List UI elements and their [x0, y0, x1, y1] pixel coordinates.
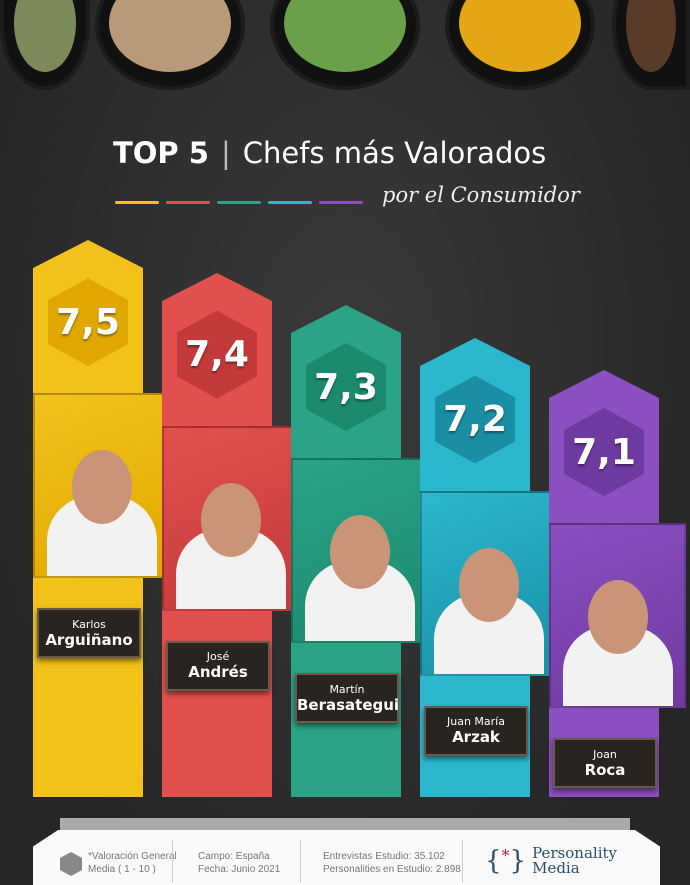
title-underline-dash — [115, 201, 159, 204]
chef-first-name: Martín — [329, 682, 365, 696]
footer-panel — [33, 830, 660, 885]
bowl-cloves — [612, 0, 690, 90]
title-underline-dash — [319, 201, 363, 204]
bowl-ginger — [95, 0, 245, 90]
footer-top-strip — [60, 818, 630, 832]
title-underline-dash — [268, 201, 312, 204]
bowl-turmeric — [445, 0, 595, 90]
chef-name-plate: José Andrés — [166, 640, 270, 691]
bar-value-label: 7,2 — [443, 399, 507, 440]
bar-arrow-tip — [291, 305, 401, 333]
bar-value-label: 7,4 — [185, 334, 249, 375]
chef-head — [587, 580, 648, 654]
footer-study: Entrevistas Estudio: 35.102 Personalities… — [323, 851, 461, 875]
bar-value-label: 7,3 — [314, 366, 378, 408]
chef-photo — [33, 393, 170, 578]
chef-name-plate: Martín Berasategui — [295, 673, 399, 723]
chef-last-name: Berasategui — [297, 695, 400, 714]
chef-photo — [420, 490, 557, 676]
chef-last-name: Andrés — [188, 663, 248, 681]
chef-first-name: José — [206, 650, 230, 663]
bar-value-label: 7,1 — [572, 431, 636, 473]
chef-photo — [549, 523, 686, 708]
divider — [300, 840, 301, 882]
hexagon-icon — [60, 852, 82, 876]
chef-first-name: Juan María — [447, 715, 505, 728]
chef-photo — [291, 458, 428, 643]
bar-value-label: 7,5 — [56, 301, 120, 343]
chef-head — [71, 450, 132, 524]
personality-media-logo: {*} Personality Media — [485, 844, 617, 877]
chef-name-plate: Karlos Arguiñano — [37, 608, 141, 658]
chef-photo — [162, 425, 299, 611]
footer-campo: Campo: España Fecha: Junio 2021 — [198, 851, 281, 875]
chef-last-name: Arguiñano — [45, 630, 133, 649]
chef-first-name: Joan — [593, 747, 617, 761]
chef-last-name: Arzak — [452, 728, 500, 746]
chef-head — [458, 547, 519, 622]
page-subtitle: por el Consumidor — [382, 183, 580, 207]
footer-note: *Valoración General Media ( 1 - 10 ) — [88, 851, 177, 875]
bowl-peppercorns — [0, 0, 90, 90]
title-underline-dash — [166, 201, 210, 204]
chef-first-name: Karlos — [72, 617, 106, 631]
page-title: TOP 5 | Chefs más Valorados — [113, 136, 547, 170]
bar-arrow-tip — [420, 337, 530, 366]
chef-head — [329, 515, 390, 589]
chef-last-name: Roca — [584, 760, 626, 779]
bar-arrow-tip — [33, 240, 143, 268]
chef-head — [200, 482, 261, 557]
bar-arrow-tip — [162, 272, 272, 301]
chef-name-plate: Joan Roca — [553, 738, 657, 788]
chef-name-plate: Juan María Arzak — [424, 705, 528, 756]
title-underline-dash — [217, 201, 261, 204]
divider — [172, 840, 173, 882]
bowl-bay-leaves — [270, 0, 420, 90]
bar-arrow-tip — [549, 370, 659, 398]
divider — [462, 840, 463, 882]
